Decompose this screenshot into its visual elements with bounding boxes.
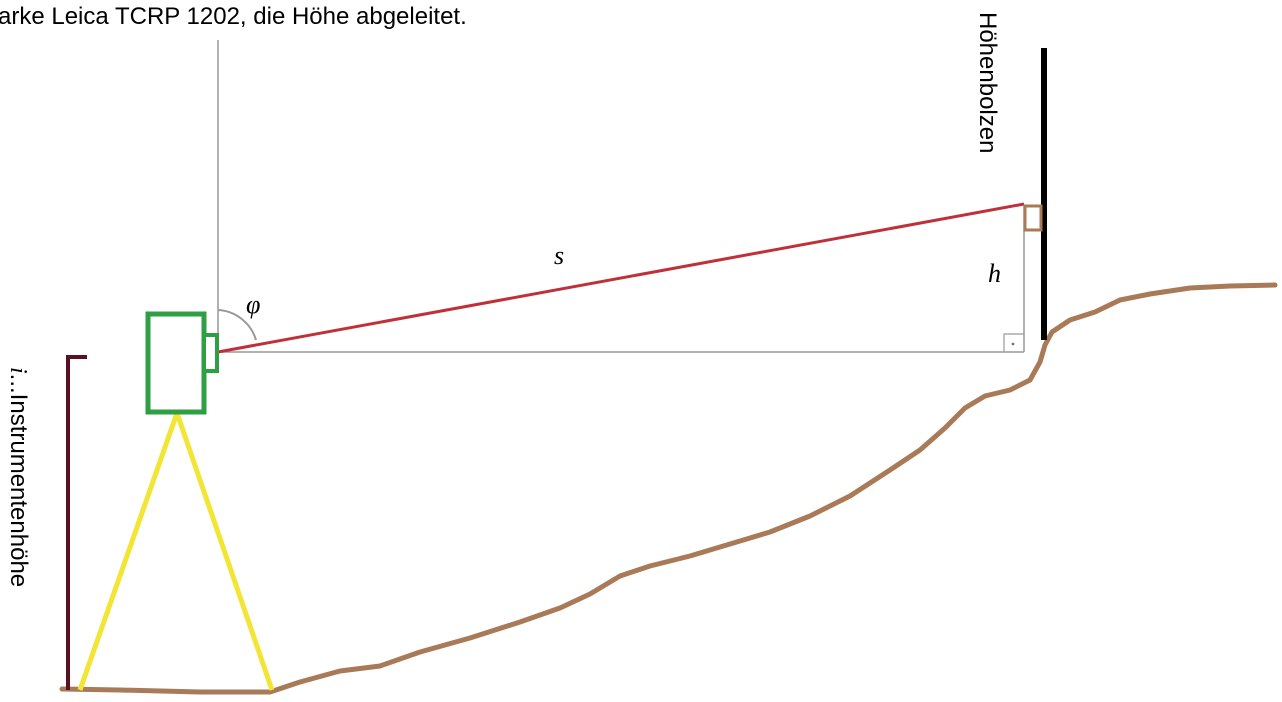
label-h: h [988, 259, 1001, 288]
instrument-height-bracket [66, 355, 87, 690]
right-angle-dot [1011, 342, 1015, 346]
zenith-angle-arc [217, 309, 257, 341]
label-hoehenbolzen: Höhenbolzen [974, 12, 1001, 153]
sight-line [217, 202, 1025, 354]
label-phi: φ [246, 290, 260, 319]
caption-text: arke Leica TCRP 1202, die Höhe abgeleite… [0, 3, 467, 30]
total-station-body [145, 311, 207, 415]
ground-profile [59, 282, 1278, 695]
prism-reflector [1023, 204, 1043, 232]
label-s: s [554, 241, 564, 270]
label-instrument-height-symbol: i [5, 367, 31, 374]
tripod [77, 410, 275, 691]
total-station-telescope [202, 333, 219, 373]
label-instrument-height: i...Instrumentenhöhe [5, 367, 32, 587]
label-instrument-height-text: ...Instrumentenhöhe [5, 374, 32, 587]
right-angle-marker [1003, 333, 1024, 352]
